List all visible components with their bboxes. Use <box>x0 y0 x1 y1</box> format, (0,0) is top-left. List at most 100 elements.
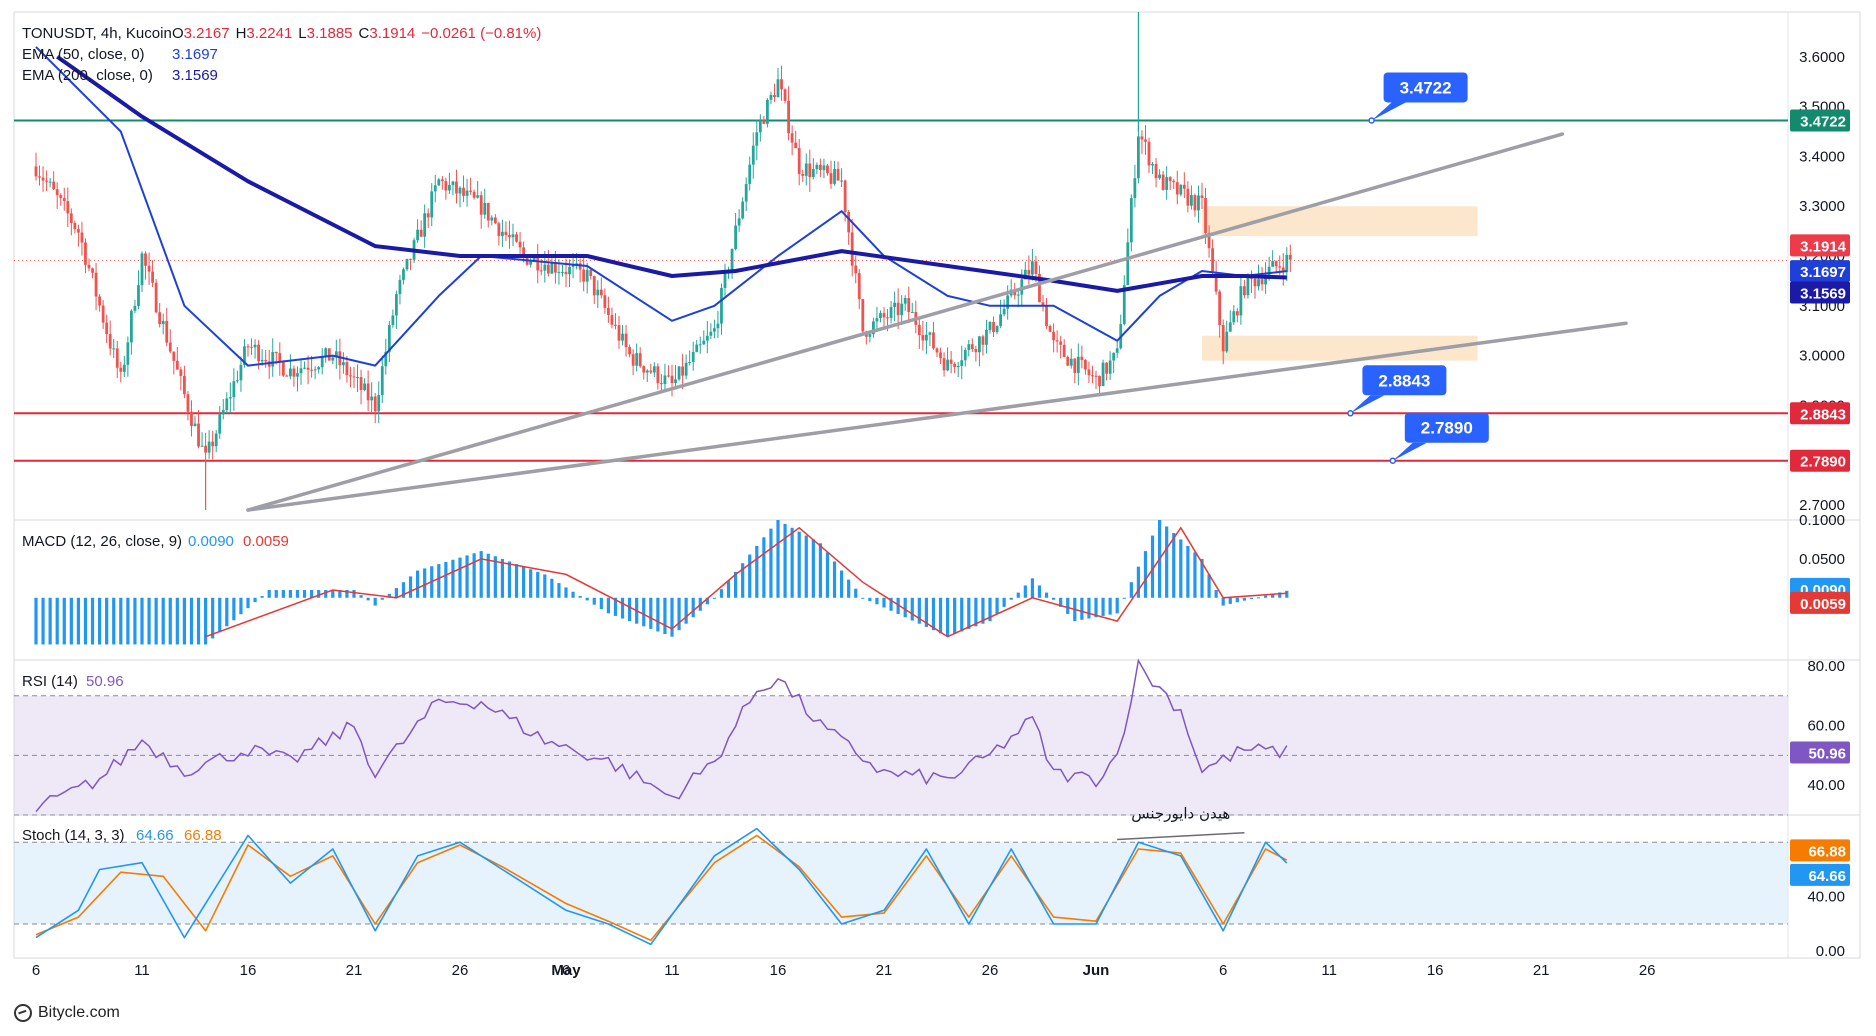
candle[interactable] <box>822 165 826 170</box>
macd-bar[interactable] <box>769 528 773 598</box>
candle[interactable] <box>974 349 978 353</box>
macd-bar[interactable] <box>274 590 278 598</box>
candle[interactable] <box>98 296 101 306</box>
macd-bar[interactable] <box>953 597 957 635</box>
candle[interactable] <box>101 305 105 323</box>
macd-bar[interactable] <box>1271 594 1275 598</box>
macd-bar[interactable] <box>493 556 497 598</box>
macd-bar[interactable] <box>755 545 759 598</box>
price-callout[interactable]: 2.8843 <box>1347 365 1447 417</box>
macd-bar[interactable] <box>903 597 907 618</box>
candle[interactable] <box>62 198 66 202</box>
candle[interactable] <box>543 264 547 271</box>
macd-bar[interactable] <box>663 597 667 635</box>
macd-bar[interactable] <box>748 554 752 598</box>
candle[interactable] <box>349 375 352 377</box>
macd-bar[interactable] <box>931 597 936 631</box>
candle[interactable] <box>903 297 907 304</box>
macd-bar[interactable] <box>1016 592 1020 598</box>
candle[interactable] <box>271 351 275 367</box>
candle[interactable] <box>1147 141 1151 166</box>
macd-bar[interactable] <box>1214 590 1218 598</box>
candle[interactable] <box>981 336 985 345</box>
candle[interactable] <box>490 217 494 221</box>
candle[interactable] <box>306 367 310 370</box>
candle[interactable] <box>508 235 511 238</box>
macd-bar[interactable] <box>620 597 625 619</box>
candle[interactable] <box>826 165 829 174</box>
candle[interactable] <box>875 318 879 322</box>
candle[interactable] <box>663 375 667 385</box>
candle[interactable] <box>1197 195 1200 211</box>
candle[interactable] <box>200 445 204 447</box>
macd-bar[interactable] <box>1101 597 1105 616</box>
macd-bar[interactable] <box>373 597 377 606</box>
candle[interactable] <box>66 201 70 214</box>
macd-bar[interactable] <box>189 597 194 645</box>
macd-bar[interactable] <box>677 597 681 631</box>
candle[interactable] <box>928 332 932 335</box>
candle[interactable] <box>815 164 819 170</box>
macd-bar[interactable] <box>451 559 455 598</box>
macd-bar[interactable] <box>726 580 731 598</box>
macd-bar[interactable] <box>1200 558 1204 598</box>
candle[interactable] <box>1288 254 1292 260</box>
candle[interactable] <box>522 247 525 256</box>
macd-bar[interactable] <box>281 590 285 598</box>
candle[interactable] <box>264 359 268 362</box>
candle[interactable] <box>317 367 321 370</box>
candle[interactable] <box>783 89 787 101</box>
macd-bar[interactable] <box>762 537 766 598</box>
candle[interactable] <box>741 201 745 219</box>
candle[interactable] <box>48 181 52 183</box>
candle[interactable] <box>956 365 960 368</box>
price-pane[interactable]: 3.4722 2.8843 2.7890 <box>14 12 1788 512</box>
candle[interactable] <box>416 229 419 241</box>
candle[interactable] <box>158 312 162 325</box>
macd-bar[interactable] <box>924 597 928 627</box>
candle[interactable] <box>38 176 41 178</box>
candle[interactable] <box>723 272 727 289</box>
candle[interactable] <box>932 332 935 349</box>
candle[interactable] <box>847 211 851 233</box>
candle[interactable] <box>568 266 571 275</box>
candle[interactable] <box>144 253 147 266</box>
candle[interactable] <box>1154 163 1158 179</box>
candle[interactable] <box>122 364 126 372</box>
candle[interactable] <box>1034 261 1038 274</box>
candle[interactable] <box>515 234 518 242</box>
candle[interactable] <box>1257 279 1260 287</box>
candle[interactable] <box>748 164 752 184</box>
candle[interactable] <box>41 177 45 181</box>
macd-bar[interactable] <box>1136 566 1140 598</box>
candle[interactable] <box>667 375 670 377</box>
candle[interactable] <box>1059 341 1063 345</box>
macd-bar[interactable] <box>854 588 858 598</box>
macd-bar[interactable] <box>825 552 830 598</box>
macd-bar[interactable] <box>946 597 950 637</box>
candle[interactable] <box>137 285 140 306</box>
macd-bar[interactable] <box>119 597 123 645</box>
candle[interactable] <box>356 377 359 379</box>
candle[interactable] <box>1055 340 1059 342</box>
candle[interactable] <box>423 213 427 237</box>
stoch-pane[interactable]: هیدن دایورجنس <box>35 805 1288 946</box>
macd-bar[interactable] <box>1193 552 1197 598</box>
candle[interactable] <box>907 297 911 312</box>
candle[interactable] <box>395 294 398 316</box>
candle[interactable] <box>1073 358 1077 373</box>
macd-bar[interactable] <box>401 582 406 598</box>
macd-bar[interactable] <box>140 597 144 645</box>
macd-bar[interactable] <box>1052 597 1056 600</box>
candle[interactable] <box>1084 360 1087 370</box>
candle[interactable] <box>444 181 448 191</box>
macd-bar[interactable] <box>875 597 879 605</box>
candle[interactable] <box>889 307 893 319</box>
candle[interactable] <box>239 364 243 381</box>
candle[interactable] <box>614 324 617 326</box>
candle[interactable] <box>161 320 165 325</box>
candle[interactable] <box>1101 362 1105 387</box>
candle[interactable] <box>1264 275 1267 285</box>
candle[interactable] <box>370 396 374 401</box>
candle[interactable] <box>709 331 713 336</box>
